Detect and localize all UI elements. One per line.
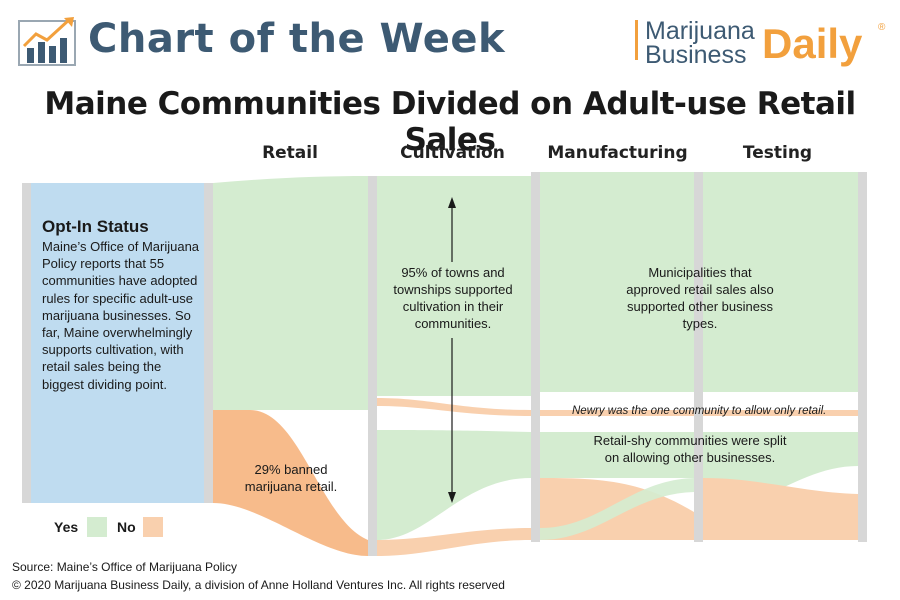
node-testing-shy-no xyxy=(703,478,858,512)
source-note: Source: Maine’s Office of Marijuana Poli… xyxy=(12,560,237,574)
stage-bar-testing xyxy=(694,172,703,542)
node-manufacturing-yes xyxy=(540,172,694,392)
arrow-down-icon xyxy=(448,492,456,503)
legend-label-no: No xyxy=(117,519,136,535)
flow-manufacturing-cross xyxy=(540,478,694,540)
node-manufacturing-shy-yes xyxy=(540,432,694,478)
stage-bar-retail xyxy=(204,183,213,503)
node-cultivation-shy-yes xyxy=(377,430,531,540)
node-testing-no-bottom xyxy=(703,512,858,540)
stage-label-retail: Retail xyxy=(262,143,318,163)
flow-retail-no xyxy=(213,410,368,556)
legend-label-yes: Yes xyxy=(54,519,79,535)
chart-title: Maine Communities Divided on Adult-use R… xyxy=(44,86,856,158)
publisher-name-line1: Marijuana xyxy=(645,17,755,45)
chart-logo-icon xyxy=(18,16,78,71)
annotation-newry: Newry was the one community to allow onl… xyxy=(572,405,827,417)
flow-cultivation-no xyxy=(377,528,531,556)
stage-label-testing: Testing xyxy=(742,143,813,163)
opt-in-heading: Opt-In Status xyxy=(42,217,149,236)
annotation-retail-no: 29% banned marijuana retail. xyxy=(244,462,338,494)
flow-cultivation-newry xyxy=(377,398,531,416)
registered-mark: ® xyxy=(878,22,886,33)
stage-bar-cultivation xyxy=(368,176,377,556)
stage-label-manufacturing: Manufacturing xyxy=(547,143,688,163)
flow-retail-yes xyxy=(213,176,368,410)
publisher-logo-bar xyxy=(635,20,638,60)
opt-in-description: Maine’s Office of Marijuana Policy repor… xyxy=(42,239,200,392)
stage-bar-optin xyxy=(22,183,31,503)
publisher-name-daily: Daily xyxy=(762,20,863,67)
opt-in-panel xyxy=(31,183,204,503)
annotation-retail-shy: Retail-shy communities were split on all… xyxy=(593,433,787,465)
bar-chart-trend-icon xyxy=(18,17,76,66)
legend-swatch-yes xyxy=(87,517,107,537)
arrow-up-icon xyxy=(448,197,456,208)
publisher-name-line2: Business xyxy=(645,41,747,69)
cultivation-note-bg xyxy=(380,262,525,338)
page-header-title: Chart of the Week xyxy=(88,16,506,62)
flow-testing-newry xyxy=(703,410,858,416)
flow-manufacturing-newry xyxy=(540,410,694,416)
stage-bar-end xyxy=(858,172,867,542)
copyright-note: © 2020 Marijuana Business Daily, a divis… xyxy=(12,578,505,592)
annotation-cultivation: 95% of towns and townships supported cul… xyxy=(393,265,513,331)
annotation-manufacturing-yes: Municipalities that approved retail sale… xyxy=(626,265,774,331)
node-testing-yes xyxy=(703,172,858,392)
legend-swatch-no xyxy=(143,517,163,537)
stage-bar-manufacturing xyxy=(531,172,540,542)
stage-label-cultivation: Cultivation xyxy=(400,143,505,163)
